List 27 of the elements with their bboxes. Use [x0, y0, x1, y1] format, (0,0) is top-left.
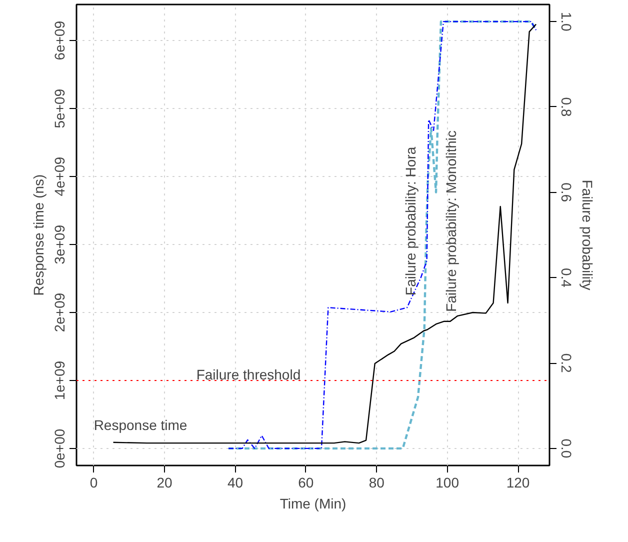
- y-tick-label: 1e+09: [52, 360, 68, 400]
- y2-axis-title: Failure probability: [580, 180, 596, 290]
- y-tick-label: 6e+09: [52, 20, 68, 60]
- y-axis-title: Response time (ns): [30, 174, 46, 296]
- y2-tick-label: 0.0: [558, 438, 574, 458]
- y-tick-label: 3e+09: [52, 224, 68, 264]
- y2-tick-label: 0.8: [558, 97, 574, 117]
- x-tick-label: 100: [436, 474, 460, 490]
- y-tick-label: 0e+00: [52, 428, 68, 468]
- x-tick-label: 0: [90, 474, 98, 490]
- y2-tick-label: 0.2: [558, 353, 574, 373]
- annotation: Response time: [94, 417, 188, 434]
- y-tick-label: 2e+09: [52, 292, 68, 332]
- y2-tick-label: 0.6: [558, 182, 574, 202]
- annotation: Failure probability: Monolithic: [442, 130, 459, 312]
- annotation: Failure probability: Hora: [402, 146, 419, 296]
- x-tick-label: 120: [506, 474, 530, 490]
- x-tick-label: 40: [227, 474, 244, 490]
- y2-tick-label: 1.0: [558, 12, 574, 32]
- x-tick-label: 20: [156, 474, 173, 490]
- y2-tick-label: 0.4: [558, 268, 574, 288]
- x-axis-title: Time (Min): [280, 496, 346, 512]
- x-tick-label: 60: [298, 474, 314, 490]
- annotation: Failure threshold: [196, 366, 301, 383]
- x-tick-label: 80: [368, 474, 385, 490]
- y-tick-label: 4e+09: [52, 156, 68, 196]
- y-tick-label: 5e+09: [52, 88, 68, 128]
